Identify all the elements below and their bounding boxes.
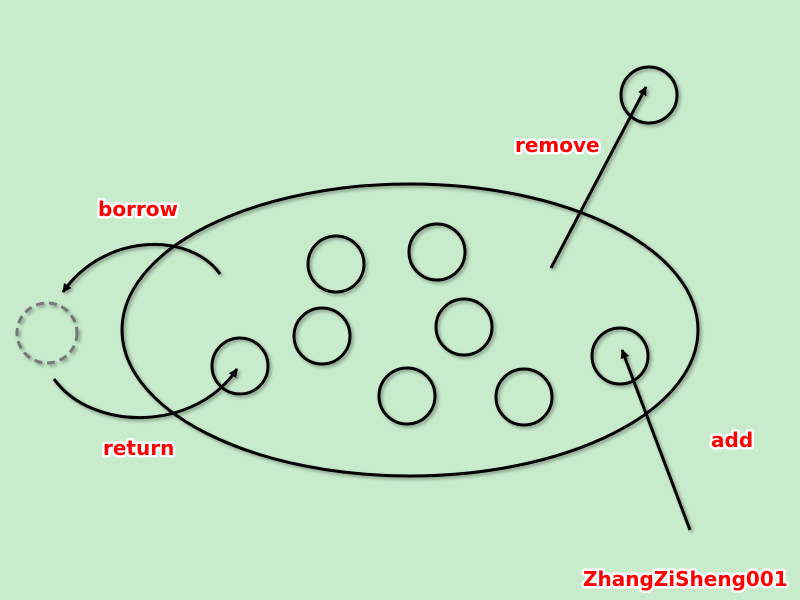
- pool-object-returned: [210, 336, 270, 396]
- pool-object: [407, 222, 467, 282]
- remove-label: remove: [515, 133, 600, 157]
- pool-object: [306, 234, 366, 294]
- removed-object: [619, 65, 679, 125]
- return-label: return: [103, 436, 174, 460]
- add-arrow: [620, 349, 692, 531]
- borrow-label: borrow: [98, 197, 178, 221]
- signature-watermark: ZhangZiSheng001: [583, 567, 788, 591]
- pool-object: [377, 366, 437, 426]
- pool-ellipse: [120, 182, 700, 478]
- pool-object: [434, 297, 494, 357]
- pool-object: [494, 367, 554, 427]
- pool-object: [292, 306, 352, 366]
- remove-arrow: [549, 86, 648, 269]
- borrow-arrow: [61, 242, 222, 293]
- borrowed-object: [15, 301, 79, 365]
- pool-object-added: [590, 326, 650, 386]
- return-arrow: [52, 368, 239, 419]
- add-label: add: [711, 428, 753, 452]
